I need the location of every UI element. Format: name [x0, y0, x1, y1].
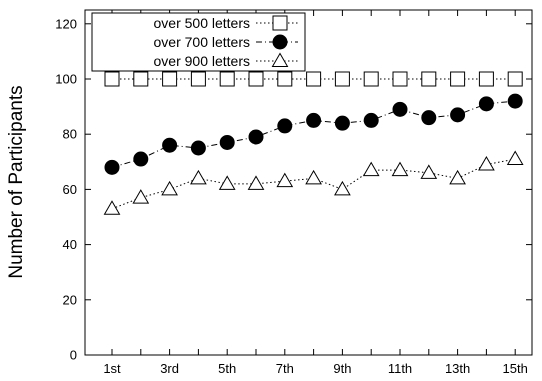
point-marker [132, 189, 150, 204]
legend: over 500 letters over 700 letters over 900… [91, 12, 306, 72]
point-marker [133, 151, 149, 167]
x-tick-label: 11th [388, 361, 412, 376]
y-tick-label: 0 [70, 348, 77, 363]
y-axis-title: Number of Participants [6, 85, 27, 278]
point-marker [248, 129, 264, 145]
point-marker [104, 159, 120, 175]
point-marker [277, 118, 293, 134]
series-3 [103, 150, 524, 215]
point-marker [478, 156, 495, 171]
point-marker [277, 71, 293, 87]
point-marker [334, 71, 350, 87]
y-axis: 0 20 40 60 80 100 120 [55, 16, 532, 363]
point-marker [162, 71, 178, 87]
x-axis: 1st 3rd 5th 7th 9th 11th 13th 15th [103, 10, 528, 376]
x-tick-label: 15th [503, 361, 528, 376]
point-marker [272, 34, 288, 50]
point-marker [133, 71, 149, 87]
legend-label: over 500 letters [154, 15, 251, 31]
y-tick-label: 20 [63, 292, 77, 307]
y-tick-label: 120 [55, 16, 77, 31]
point-marker [103, 200, 121, 215]
y-tick-label: 80 [63, 127, 77, 142]
point-marker [219, 134, 235, 150]
x-tick-label: 9th [333, 361, 351, 376]
point-marker [507, 71, 523, 87]
point-marker [362, 161, 380, 177]
point-marker [450, 107, 466, 123]
point-marker [478, 71, 494, 87]
point-marker [306, 71, 322, 87]
x-tick-label: 7th [276, 361, 294, 376]
point-marker [363, 71, 379, 87]
point-marker [421, 71, 437, 87]
point-marker [363, 112, 379, 128]
y-tick-label: 60 [63, 182, 77, 197]
point-marker [104, 71, 120, 87]
point-marker [272, 15, 288, 31]
x-tick-label: 5th [218, 361, 236, 376]
y-tick-label: 40 [63, 237, 77, 252]
point-marker [247, 175, 265, 190]
point-marker [507, 93, 523, 109]
point-marker [449, 169, 466, 185]
y-tick-label: 100 [55, 72, 77, 87]
point-marker [334, 115, 350, 131]
x-tick-label: 3rd [160, 361, 179, 376]
point-marker [162, 137, 178, 153]
point-marker [391, 161, 409, 177]
x-tick-label: 13th [445, 361, 470, 376]
point-marker [334, 180, 351, 196]
point-marker [190, 71, 206, 87]
point-marker [392, 71, 408, 87]
point-marker [420, 164, 438, 179]
point-marker [219, 71, 235, 87]
point-marker [271, 52, 289, 67]
point-marker [421, 110, 437, 126]
legend-label: over 700 letters [154, 34, 251, 50]
point-marker [306, 112, 322, 128]
series-layer [103, 71, 524, 215]
x-tick-label: 1st [103, 361, 121, 376]
legend-label: over 900 letters [154, 53, 251, 69]
plot-frame [84, 9, 533, 356]
point-marker [218, 175, 236, 190]
point-marker [190, 169, 207, 185]
point-marker [450, 71, 466, 87]
point-marker [161, 180, 178, 196]
point-marker [506, 150, 524, 166]
point-marker [305, 169, 322, 185]
point-marker [276, 172, 294, 188]
point-marker [248, 71, 264, 87]
point-marker [190, 140, 206, 156]
point-marker [392, 101, 408, 117]
series-2 [104, 93, 523, 175]
series-1 [104, 71, 523, 87]
point-marker [478, 96, 494, 112]
